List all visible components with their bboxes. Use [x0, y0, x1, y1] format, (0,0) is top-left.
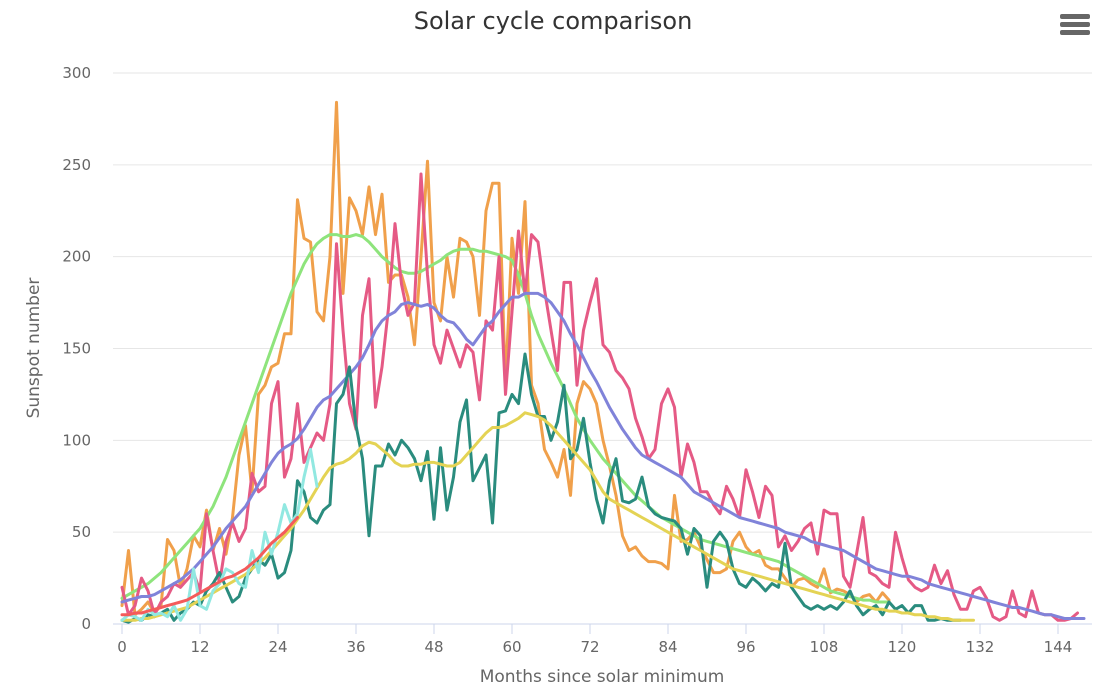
x-tick-label: 24 — [268, 638, 287, 656]
series-line-cycle-a-smoothed[interactable] — [120, 233, 891, 604]
grid-lines — [113, 72, 1092, 533]
y-tick-label: 100 — [62, 431, 91, 449]
chart-menu-button[interactable] — [1060, 14, 1090, 40]
hamburger-menu-icon — [1060, 14, 1090, 19]
y-tick-label: 150 — [62, 340, 91, 358]
series-line-cycle-c-smoothed[interactable] — [120, 411, 975, 622]
x-axis-ticks: 0 12 24 36 48 60 72 84 96 108 120 132 144 — [117, 624, 1072, 656]
series-line-cycle-d-monthly[interactable] — [120, 448, 319, 622]
y-axis-title: Sunspot number — [24, 278, 44, 419]
x-tick-label: 120 — [888, 638, 917, 656]
series-line-cycle-d-smoothed[interactable] — [120, 516, 299, 617]
x-tick-label: 60 — [502, 638, 521, 656]
x-tick-label: 72 — [580, 638, 599, 656]
x-tick-label: 96 — [736, 638, 755, 656]
x-axis-title: Months since solar minimum — [480, 667, 725, 687]
x-tick-label: 0 — [117, 638, 127, 656]
x-tick-label: 132 — [966, 638, 995, 656]
y-tick-label: 300 — [62, 64, 91, 82]
hamburger-menu-icon-bar — [1060, 30, 1090, 35]
x-tick-label: 36 — [346, 638, 365, 656]
x-tick-label: 48 — [424, 638, 443, 656]
y-tick-label: 50 — [72, 523, 91, 541]
x-tick-label: 144 — [1044, 638, 1073, 656]
series-line-cycle-b-monthly[interactable] — [120, 172, 1079, 622]
y-tick-label: 200 — [62, 248, 91, 266]
hamburger-menu-icon-bar — [1060, 22, 1090, 27]
y-tick-label: 250 — [62, 156, 91, 174]
x-tick-label: 12 — [190, 638, 209, 656]
x-tick-label: 84 — [658, 638, 677, 656]
y-axis-ticks: 0 50 100 150 200 250 300 — [62, 64, 91, 633]
x-tick-label: 108 — [810, 638, 839, 656]
series-line-cycle-b-smoothed[interactable] — [120, 291, 1086, 620]
series-layer — [120, 100, 1086, 624]
chart-title: Solar cycle comparison — [414, 7, 693, 35]
y-tick-label: 0 — [81, 615, 91, 633]
